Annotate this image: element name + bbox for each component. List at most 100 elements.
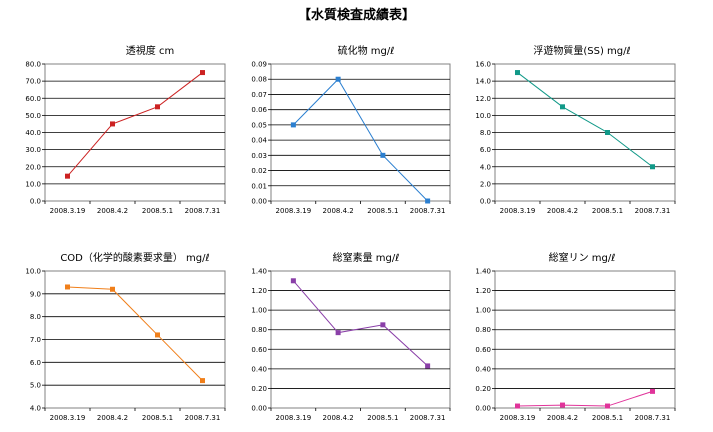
series-line xyxy=(517,390,653,407)
data-point xyxy=(515,403,520,409)
data-point xyxy=(560,402,565,408)
x-tick-label: 2008.3.19 xyxy=(50,414,86,422)
y-tick-label: 12.0 xyxy=(475,95,491,103)
series-line xyxy=(293,78,428,202)
data-point xyxy=(65,173,70,179)
x-tick-label: 2008.7.31 xyxy=(635,207,671,215)
x-tick-label: 2008.5.1 xyxy=(367,207,398,215)
chart-4: COD（化学的酸素要求量） mg/ℓ 4.0 5.0 6.0 7.0 8.0 9.0 10.0… xyxy=(25,251,226,422)
y-tick-label: 1.40 xyxy=(475,268,491,276)
y-tick-label: 8.0 xyxy=(30,313,41,321)
series-line xyxy=(67,72,203,177)
y-tick-label: 0.20 xyxy=(475,385,491,393)
x-tick-label: 2008.3.19 xyxy=(276,207,312,215)
x-tick-label: 2008.5.1 xyxy=(367,414,398,422)
data-point xyxy=(380,322,386,328)
x-tick-label: 2008.3.19 xyxy=(500,207,536,215)
y-tick-label: 9.0 xyxy=(30,290,41,298)
y-tick-label: 60.0 xyxy=(25,95,41,103)
x-tick-label: 2008.5.1 xyxy=(142,414,173,422)
y-tick-label: 1.40 xyxy=(251,268,267,276)
y-tick-label: 1.00 xyxy=(475,307,491,315)
chart-title: 総窒リン mg/ℓ xyxy=(549,251,616,264)
data-point xyxy=(200,70,205,76)
y-tick-label: 0.0 xyxy=(480,198,491,206)
x-tick-label: 2008.7.31 xyxy=(635,414,671,422)
data-point xyxy=(110,286,115,292)
y-tick-label: 1.20 xyxy=(475,287,491,295)
y-tick-label: 8.0 xyxy=(480,129,491,137)
x-tick-label: 2008.3.19 xyxy=(500,414,536,422)
chart-5: 総窒素量 mg/ℓ 0.00 0.20 0.40 0.60 0.80 1.00 1.20 1.4… xyxy=(251,251,451,422)
chart-2: 硫化物 mg/ℓ 0.00 0.01 0.02 0.03 0.04 0.05 0.06 0.07… xyxy=(251,44,451,215)
data-point xyxy=(605,130,610,135)
chart-1: 透視度 cm 0.0 10.0 20.0 30.0 40.0 50.0 60.0 70.0 80.… xyxy=(25,44,226,215)
y-tick-label: 0.09 xyxy=(251,61,267,69)
data-point xyxy=(560,104,565,110)
y-tick-label: 6.0 xyxy=(30,359,41,367)
y-tick-label: 0.00 xyxy=(251,198,267,206)
y-tick-label: 0.06 xyxy=(251,106,267,114)
data-point xyxy=(290,278,296,284)
data-point xyxy=(335,330,341,336)
series-line xyxy=(292,280,428,367)
y-tick-label: 16.0 xyxy=(475,61,491,69)
data-point xyxy=(65,284,70,290)
y-tick-label: 10.0 xyxy=(25,180,41,188)
y-tick-label: 4.0 xyxy=(30,405,41,413)
x-tick-label: 2008.3.19 xyxy=(50,207,86,215)
y-tick-label: 14.0 xyxy=(475,78,491,86)
chart-title: 総窒素量 mg/ℓ xyxy=(333,251,400,264)
y-tick-label: 0.00 xyxy=(251,405,267,413)
x-tick-label: 2008.7.31 xyxy=(185,207,221,215)
y-tick-label: 0.80 xyxy=(251,326,267,334)
y-tick-label: 50.0 xyxy=(25,112,41,120)
data-point xyxy=(605,403,610,409)
y-tick-label: 0.02 xyxy=(251,167,267,175)
plot-frame xyxy=(270,63,451,202)
y-tick-label: 2.0 xyxy=(480,180,491,188)
y-tick-label: 6.0 xyxy=(480,146,491,154)
x-tick-label: 2008.3.19 xyxy=(276,414,312,422)
x-tick-label: 2008.5.1 xyxy=(592,207,623,215)
chart-3: 浮遊物質量(SS) mg/ℓ 0.0 2.0 4.0 6.0 8.0 10.0 12.0 14.… xyxy=(475,44,676,215)
series-line xyxy=(67,286,203,381)
y-tick-label: 0.01 xyxy=(251,182,267,190)
data-point xyxy=(200,378,205,384)
y-tick-label: 5.0 xyxy=(30,382,41,390)
y-tick-label: 70.0 xyxy=(25,78,41,86)
y-tick-label: 1.00 xyxy=(251,307,267,315)
data-point xyxy=(650,388,655,394)
y-tick-label: 0.40 xyxy=(475,365,491,373)
y-tick-label: 40.0 xyxy=(25,129,41,137)
y-tick-label: 0.04 xyxy=(251,137,267,145)
y-tick-label: 30.0 xyxy=(25,146,41,154)
data-point xyxy=(155,104,160,110)
y-tick-label: 20.0 xyxy=(25,163,41,171)
data-point xyxy=(290,122,296,128)
y-tick-label: 7.0 xyxy=(30,336,41,344)
y-tick-label: 0.0 xyxy=(30,198,41,206)
y-tick-label: 0.60 xyxy=(475,346,491,354)
plot-frame xyxy=(494,270,676,409)
x-tick-label: 2008.4.2 xyxy=(547,207,578,215)
y-tick-label: 0.20 xyxy=(251,385,267,393)
data-point xyxy=(515,70,520,76)
x-tick-label: 2008.7.31 xyxy=(410,414,446,422)
y-tick-label: 80.0 xyxy=(25,61,41,69)
y-tick-label: 0.40 xyxy=(251,365,267,373)
chart-6: 総窒リン mg/ℓ 0.00 0.20 0.40 0.60 0.80 1.00 1.20 1.4… xyxy=(475,251,676,422)
y-tick-label: 0.07 xyxy=(251,91,267,99)
x-tick-label: 2008.7.31 xyxy=(185,414,221,422)
x-tick-label: 2008.4.2 xyxy=(323,207,354,215)
y-tick-label: 0.60 xyxy=(251,346,267,354)
x-tick-label: 2008.7.31 xyxy=(410,207,446,215)
data-point xyxy=(425,363,431,369)
y-tick-label: 10.0 xyxy=(25,268,41,276)
y-tick-label: 0.03 xyxy=(251,152,267,160)
y-tick-label: 0.80 xyxy=(475,326,491,334)
plot-frame xyxy=(270,270,451,409)
y-tick-label: 1.20 xyxy=(251,287,267,295)
data-point xyxy=(380,152,386,158)
chart-title: 硫化物 mg/ℓ xyxy=(338,44,395,57)
